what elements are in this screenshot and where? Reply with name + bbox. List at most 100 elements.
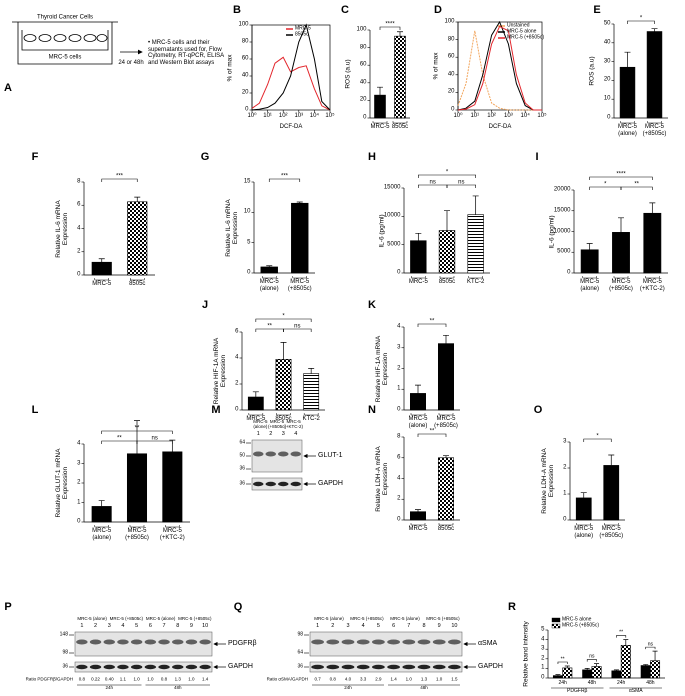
y-tick-label: 60 <box>447 53 455 60</box>
blot-membrane <box>74 661 213 673</box>
cells <box>23 34 108 42</box>
error-bar <box>444 210 450 231</box>
x-tick-label: 8505c <box>391 124 409 130</box>
y-tick-label: 0 <box>397 516 401 523</box>
legend-label: Unstained <box>507 22 530 29</box>
panel-letter: J <box>201 298 209 311</box>
significance-bracket <box>583 438 612 442</box>
x-tick-label: 10⁰ <box>453 113 463 119</box>
error-bar <box>443 455 449 458</box>
x-tick-label: MRC-5 (+KTC-2) <box>639 279 665 292</box>
y-tick-label: 80 <box>447 36 455 43</box>
size-marker: 64 <box>239 439 245 446</box>
y-tick-label: 4 <box>397 323 401 330</box>
x-tick-label: 8505c <box>438 279 456 285</box>
blot-band <box>76 639 88 645</box>
y-tick-label: 100 <box>444 18 455 25</box>
histogram-line <box>457 30 542 111</box>
x-tick-label: MRC-5 (+8505c) <box>434 416 458 429</box>
x-tick-label: MRC-5 (alone) <box>408 416 428 429</box>
y-tick-label: 40 <box>359 79 367 86</box>
y-axis-label: IL-6 (pg/ml) <box>548 214 556 249</box>
significance-label: ** <box>634 180 639 187</box>
band-label: GAPDH <box>478 663 503 671</box>
x-tick-label: 8505c <box>275 416 292 422</box>
significance-label: ns <box>294 322 301 329</box>
x-tick-label: MRC-5 (+8505c) <box>642 124 667 137</box>
category-bracket <box>468 276 483 279</box>
error-bar <box>415 509 421 512</box>
ratio-value: 1.1 <box>119 676 127 682</box>
significance-label: **** <box>385 20 395 27</box>
error-bar <box>652 650 658 661</box>
significance-label: ns <box>458 178 465 185</box>
y-tick-label: 10 <box>243 209 251 216</box>
legend-label: MRC-5 (+8505c) <box>562 622 600 629</box>
lane-number: 2 <box>94 622 98 629</box>
y-tick-label: 0 <box>563 516 567 523</box>
ratio-value: 1.0 <box>436 676 443 682</box>
significance-label: ns <box>151 434 158 441</box>
y-tick-label: 6 <box>235 328 239 335</box>
y-tick-label: 1 <box>77 499 81 506</box>
category-bracket <box>410 413 426 416</box>
lane-group-label: MRC-5 (+8505c) <box>109 616 144 622</box>
lane-number: 6 <box>392 622 396 629</box>
lane-group-label: MRC-5 (+8505c) <box>268 419 286 430</box>
lane-group-label: MRC-5 (+8505c) <box>178 616 212 622</box>
y-tick-label: 8 <box>77 178 81 185</box>
significance-label: * <box>639 14 643 21</box>
significance-bracket <box>616 635 627 638</box>
legend-label: MRC-5 (+8505c) <box>507 34 545 41</box>
time-label: 24h <box>344 685 352 690</box>
significance-label: ** <box>267 322 272 329</box>
y-tick-label: 10 <box>603 95 611 102</box>
bar <box>467 214 484 274</box>
significance-label: ** <box>134 424 140 431</box>
y-tick-label: 3 <box>397 344 401 351</box>
size-marker: 36 <box>297 663 303 670</box>
x-tick-label: 8505c <box>129 281 146 287</box>
blot-band <box>103 664 116 670</box>
panel-letter: H <box>368 150 376 163</box>
x-tick-label: 10² <box>487 113 496 119</box>
x-tick-label: 10² <box>278 113 288 119</box>
ratio-value: 1.0 <box>188 676 195 682</box>
lane-number: 4 <box>294 430 298 437</box>
blot-band <box>278 481 289 487</box>
ratio-value: 0.40 <box>104 676 114 682</box>
blot-band <box>171 639 184 645</box>
blot-band <box>158 639 170 645</box>
group-label: αSMA <box>628 688 643 694</box>
histogram-line <box>457 20 542 111</box>
category-bracket <box>647 121 662 124</box>
ratio-value: 0.8 <box>329 676 336 682</box>
ratio-value: 1.5 <box>451 676 458 682</box>
group-label: PDGFRβ <box>567 688 588 694</box>
time-label: 48h <box>420 685 428 690</box>
y-tick-label: 100 <box>356 26 367 33</box>
category-bracket <box>439 276 455 279</box>
y-tick-label: 2 <box>77 479 81 486</box>
lane-number: 9 <box>189 622 193 629</box>
blot-band <box>387 664 400 670</box>
category-bracket <box>248 413 264 416</box>
bar <box>437 343 454 411</box>
bar <box>438 230 456 274</box>
blot-band <box>356 639 370 645</box>
blot-band <box>372 639 385 645</box>
y-tick-label: 0 <box>77 271 81 278</box>
category-bracket <box>613 276 629 279</box>
y-tick-label: 0 <box>77 518 81 525</box>
blot-band <box>130 664 143 670</box>
panel-letter: I <box>535 150 539 163</box>
y-tick-label: 40 <box>241 72 249 79</box>
x-tick-label: MRC-5 <box>92 281 112 287</box>
blot-band <box>417 639 431 645</box>
bar <box>612 232 630 274</box>
blot-band <box>89 664 102 670</box>
blot-band <box>117 664 129 670</box>
error-bar <box>98 500 105 507</box>
significance-bracket <box>136 440 173 444</box>
